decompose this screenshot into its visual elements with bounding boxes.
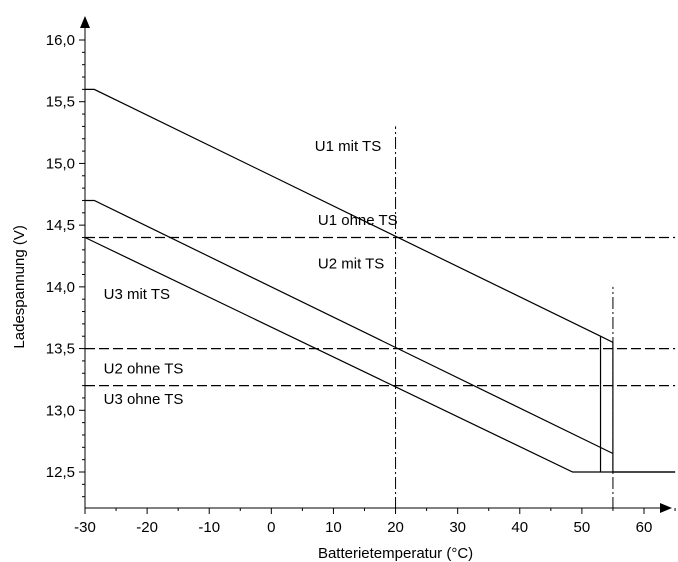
y-tick-label: 15,5 bbox=[46, 94, 75, 111]
reference-lines bbox=[395, 126, 614, 510]
y-tick-label: 12,5 bbox=[46, 464, 75, 481]
series-label: U3 mit TS bbox=[104, 286, 170, 303]
x-tick-label: 40 bbox=[511, 519, 528, 536]
y-tick-label: 14,5 bbox=[46, 217, 75, 234]
series-line bbox=[84, 236, 676, 473]
x-axis-title: Batterietemperatur (°C) bbox=[318, 545, 473, 562]
series-label: U3 ohne TS bbox=[104, 391, 184, 408]
series-line bbox=[85, 199, 614, 455]
y-tick-label: 16,0 bbox=[46, 32, 75, 49]
series-label: U2 mit TS bbox=[318, 255, 384, 272]
x-tick-label: -20 bbox=[136, 519, 158, 536]
x-tick-label: 50 bbox=[574, 519, 591, 536]
series-labels: U1 mit TS U1 ohne TS U2 mit TS U3 mit TS U2 … bbox=[104, 138, 398, 408]
x-axis-arrow-icon bbox=[660, 503, 672, 513]
x-tick-label: -30 bbox=[74, 519, 96, 536]
y-tick-label: 13,5 bbox=[46, 341, 75, 358]
series-label: U1 mit TS bbox=[315, 138, 381, 155]
series-label: U2 ohne TS bbox=[104, 360, 184, 377]
y-tick-label: 13,0 bbox=[46, 402, 75, 419]
y-tick-label: 15,0 bbox=[46, 155, 75, 172]
y-tick-label: 14,0 bbox=[46, 279, 75, 296]
x-tick-label: 10 bbox=[325, 519, 342, 536]
axes: 12,5 13,0 13,5 14,0 14,5 15,0 15,5 16,0 -30 -20 -1… bbox=[46, 16, 676, 536]
x-tick-label: 0 bbox=[267, 519, 275, 536]
x-tick-label: 20 bbox=[387, 519, 404, 536]
y-axis-title: Ladespannung (V) bbox=[11, 225, 28, 348]
x-tick-label: -10 bbox=[198, 519, 220, 536]
series-label: U1 ohne TS bbox=[318, 212, 398, 229]
x-tick-label: 60 bbox=[636, 519, 653, 536]
series-lines bbox=[84, 88, 676, 473]
x-tick-label: 30 bbox=[449, 519, 466, 536]
